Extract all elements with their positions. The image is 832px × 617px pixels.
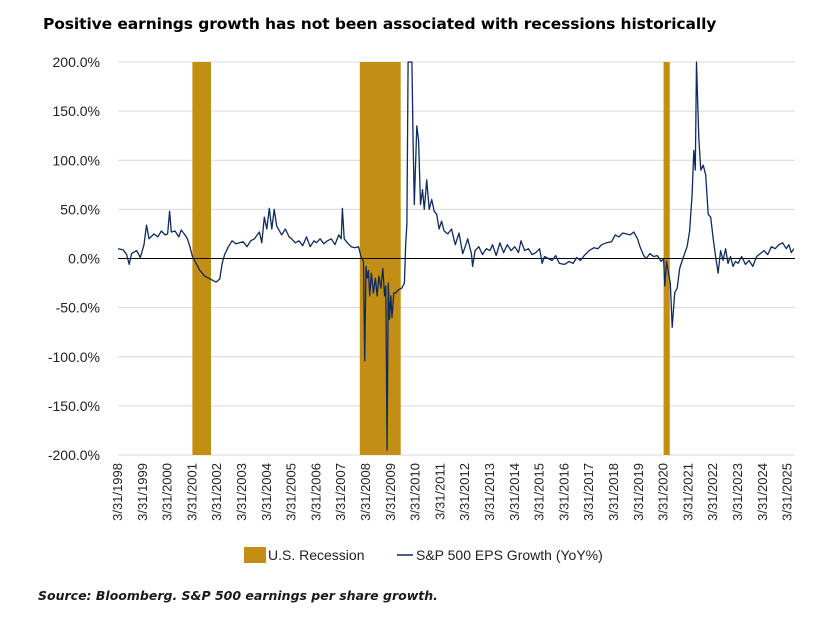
- x-tick-label: 3/31/2008: [358, 463, 373, 521]
- x-tick-label: 3/31/2021: [680, 463, 695, 521]
- x-tick-label: 3/31/2006: [308, 463, 323, 521]
- x-tick-label: 3/31/2004: [259, 463, 274, 521]
- x-tick-label: 3/31/2018: [606, 463, 621, 521]
- y-tick-label: -50.0%: [56, 300, 100, 316]
- x-tick-label: 3/31/2003: [234, 463, 249, 521]
- source-note: Source: Bloomberg. S&P 500 earnings per …: [38, 588, 438, 603]
- x-tick-label: 3/31/2009: [383, 463, 398, 521]
- chart-title: Positive earnings growth has not been as…: [43, 15, 717, 33]
- eps-growth-line: [117, 61, 795, 451]
- y-axis-ticks: 200.0% 150.0% 100.0% 50.0% 0.0% -50.0% -100.0%…: [48, 54, 100, 463]
- x-tick-label: 3/31/2015: [532, 463, 547, 521]
- x-tick-label: 3/31/1999: [135, 463, 150, 521]
- y-tick-label: 0.0%: [68, 251, 100, 267]
- gridlines: [118, 61, 795, 456]
- legend-recession-swatch: [244, 547, 266, 563]
- x-tick-label: 3/31/1998: [110, 463, 125, 521]
- x-tick-label: 3/31/2022: [705, 463, 720, 521]
- x-tick-label: 3/31/2023: [730, 463, 745, 521]
- x-axis-ticks: 3/31/1998 3/31/1999 3/31/2000 3/31/2001 3/31…: [110, 463, 795, 521]
- y-tick-label: 100.0%: [53, 152, 100, 168]
- y-tick-label: 200.0%: [53, 54, 100, 70]
- legend-eps-label: S&P 500 EPS Growth (YoY%): [416, 547, 603, 563]
- x-tick-label: 3/31/2019: [631, 463, 646, 521]
- x-tick-label: 3/31/2011: [432, 463, 447, 520]
- x-tick-label: 3/31/2005: [284, 463, 299, 521]
- x-tick-label: 3/31/2000: [160, 463, 175, 521]
- y-tick-label: 50.0%: [60, 201, 100, 217]
- x-tick-label: 3/31/2010: [408, 463, 423, 521]
- x-tick-label: 3/31/2016: [556, 463, 571, 521]
- y-tick-label: -150.0%: [48, 398, 100, 414]
- y-tick-label: -200.0%: [48, 447, 100, 463]
- legend: U.S. Recession S&P 500 EPS Growth (YoY%): [244, 547, 603, 563]
- x-tick-label: 3/31/2013: [482, 463, 497, 521]
- x-tick-label: 3/31/2025: [780, 463, 795, 521]
- x-tick-label: 3/31/2002: [209, 463, 224, 521]
- x-tick-label: 3/31/2024: [755, 463, 770, 521]
- x-tick-label: 3/31/2012: [457, 463, 472, 521]
- y-tick-label: 150.0%: [53, 103, 100, 119]
- y-tick-label: -100.0%: [48, 349, 100, 365]
- x-tick-label: 3/31/2020: [656, 463, 671, 521]
- legend-recession-label: U.S. Recession: [268, 547, 364, 563]
- x-tick-label: 3/31/2014: [507, 463, 522, 521]
- x-tick-label: 3/31/2007: [333, 463, 348, 521]
- x-tick-label: 3/31/2001: [184, 463, 199, 521]
- x-tick-label: 3/31/2017: [581, 463, 596, 521]
